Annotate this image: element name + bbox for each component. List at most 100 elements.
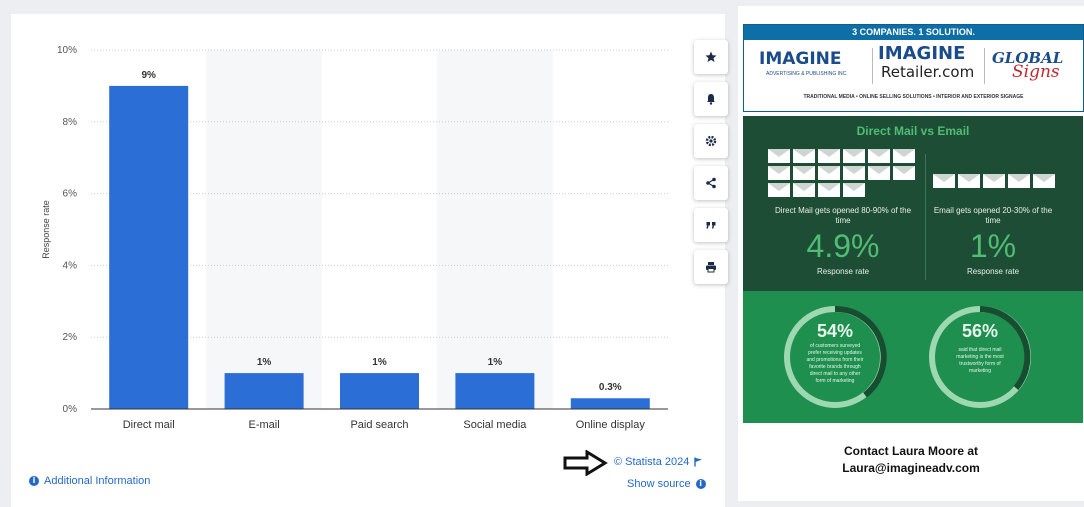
data-label: 9% <box>141 70 156 81</box>
category-band <box>437 50 553 409</box>
envelope-icon <box>768 183 790 197</box>
ad-logos: IMAGINE ADVERTISING & PUBLISHING INC. IM… <box>744 40 1083 90</box>
contact-email[interactable]: Laura@imagineadv.com <box>842 461 980 475</box>
email-rate: 1% <box>969 228 1017 264</box>
logo-divider <box>872 48 873 84</box>
global-signs-logo: GLOBAL <box>992 49 1064 67</box>
ad-banner-text: 3 COMPANIES. 1 SOLUTION. <box>744 25 1083 40</box>
advertisement-panel: 3 COMPANIES. 1 SOLUTION. IMAGINE ADVERTI… <box>738 6 1084 501</box>
print-icon <box>706 262 716 273</box>
arrow-right-icon <box>563 450 608 476</box>
stat1-ring <box>784 305 887 408</box>
envelope-icon <box>868 166 890 180</box>
cite-button[interactable] <box>694 208 728 242</box>
envelope-icon <box>868 149 890 163</box>
share-icon <box>706 177 716 189</box>
star-icon <box>705 51 717 62</box>
logo-divider <box>984 48 985 84</box>
envelope-icon <box>793 166 815 180</box>
x-tick-label: Paid search <box>350 419 408 431</box>
envelope-icon <box>893 149 915 163</box>
info-icon: i <box>695 479 706 489</box>
bell-icon <box>707 94 715 105</box>
gear-icon <box>705 135 717 147</box>
direct-mail-rate-caption: Response rate <box>816 267 870 276</box>
imagine-logo: IMAGINE <box>759 49 842 69</box>
envelope-icon <box>843 166 865 180</box>
stat2-ring <box>929 306 1031 408</box>
favorite-button[interactable] <box>694 40 728 74</box>
ad-tagline: TRADITIONAL MEDIA • ONLINE SELLING SOLUT… <box>803 94 1024 100</box>
envelope-icon <box>983 174 1005 188</box>
direct-mail-stats-panel: 54% of customers surveyed prefer receivi… <box>743 291 1083 423</box>
quote-icon <box>706 222 716 229</box>
imagine-retailer-logo: IMAGINE <box>878 43 966 64</box>
email-envelope-grid <box>933 174 1073 188</box>
direct-mail-open-caption: Direct Mail gets opened 80-90% of the ti… <box>774 206 912 225</box>
envelope-icon <box>933 174 955 188</box>
contact-info: Contact Laura Moore at Laura@imagineadv.… <box>738 443 1084 477</box>
flag-icon <box>694 457 703 467</box>
contact-line-1: Contact Laura Moore at <box>843 444 978 458</box>
bar-chart: 0% 2% 4% 6% 8% 10% Response rate 9% Direct mail 1… <box>41 45 668 431</box>
info-icon: i <box>29 476 39 486</box>
stat2-percent: 56% <box>961 321 999 341</box>
y-tick-label: 6% <box>63 189 78 200</box>
email-rate-caption: Response rate <box>966 267 1020 276</box>
direct-mail-envelope-grid <box>768 149 923 197</box>
show-source-link[interactable]: Show source i <box>627 478 706 490</box>
stat1-percent: 54% <box>816 321 854 341</box>
show-source-label: Show source <box>627 478 691 490</box>
stat1-description: of customers surveyed prefer receiving u… <box>806 343 864 384</box>
bar[interactable] <box>570 398 650 409</box>
envelope-icon <box>1033 174 1055 188</box>
email-open-caption: Email gets opened 20-30% of the time <box>933 206 1053 225</box>
bar[interactable] <box>340 373 419 409</box>
envelope-icon <box>818 166 840 180</box>
envelope-icon <box>818 149 840 163</box>
bar[interactable] <box>109 85 189 410</box>
y-tick-label: 0% <box>63 404 78 415</box>
direct-mail-vs-email-panel: Direct Mail vs Email Direct Mail gets op… <box>743 116 1083 291</box>
direct-mail-rate: 4.9% <box>806 228 880 264</box>
stat2-description: said that direct mail marketing is the m… <box>956 347 1004 374</box>
y-tick-label: 8% <box>63 117 78 128</box>
settings-button[interactable] <box>694 124 728 158</box>
bar[interactable] <box>224 373 304 409</box>
ad-logo-banner[interactable]: 3 COMPANIES. 1 SOLUTION. IMAGINE ADVERTI… <box>743 24 1084 112</box>
bar[interactable] <box>455 373 535 409</box>
x-tick-label: Direct mail <box>123 419 175 431</box>
envelope-icon <box>818 183 840 197</box>
global-signs-logo-script: Signs <box>1012 62 1060 82</box>
additional-information-label: Additional Information <box>44 475 151 487</box>
data-label: 1% <box>257 357 272 368</box>
comparison-title: Direct Mail vs Email <box>856 124 970 138</box>
statista-credit-label: © Statista 2024 <box>614 456 690 468</box>
imagine-logo-subtitle: ADVERTISING & PUBLISHING INC. <box>766 71 848 77</box>
additional-information-link[interactable]: i Additional Information <box>29 475 150 487</box>
envelope-icon <box>893 166 915 180</box>
envelope-icon <box>768 166 790 180</box>
envelope-icon <box>843 183 865 197</box>
y-tick-label: 10% <box>57 45 77 56</box>
y-axis-title: Response rate <box>41 200 51 259</box>
envelope-icon <box>793 183 815 197</box>
category-band <box>206 50 322 409</box>
imagine-retailer-logo-sub: Retailer.com <box>881 63 975 81</box>
y-tick-label: 4% <box>63 260 78 271</box>
print-button[interactable] <box>694 250 728 284</box>
envelope-icon <box>793 149 815 163</box>
x-tick-label: Social media <box>463 419 527 431</box>
x-tick-label: E-mail <box>249 419 280 431</box>
data-label: 0.3% <box>599 382 622 393</box>
data-label: 1% <box>372 357 387 368</box>
envelope-icon <box>768 149 790 163</box>
envelope-icon <box>843 149 865 163</box>
notification-button[interactable] <box>694 82 728 116</box>
chart-card: 0% 2% 4% 6% 8% 10% Response rate 9% Direct mail 1… <box>11 14 728 507</box>
comparison-divider <box>925 154 926 280</box>
share-button[interactable] <box>694 166 728 200</box>
statista-credit-link[interactable]: © Statista 2024 <box>614 456 703 468</box>
x-tick-label: Online display <box>576 419 646 431</box>
data-label: 1% <box>488 357 503 368</box>
